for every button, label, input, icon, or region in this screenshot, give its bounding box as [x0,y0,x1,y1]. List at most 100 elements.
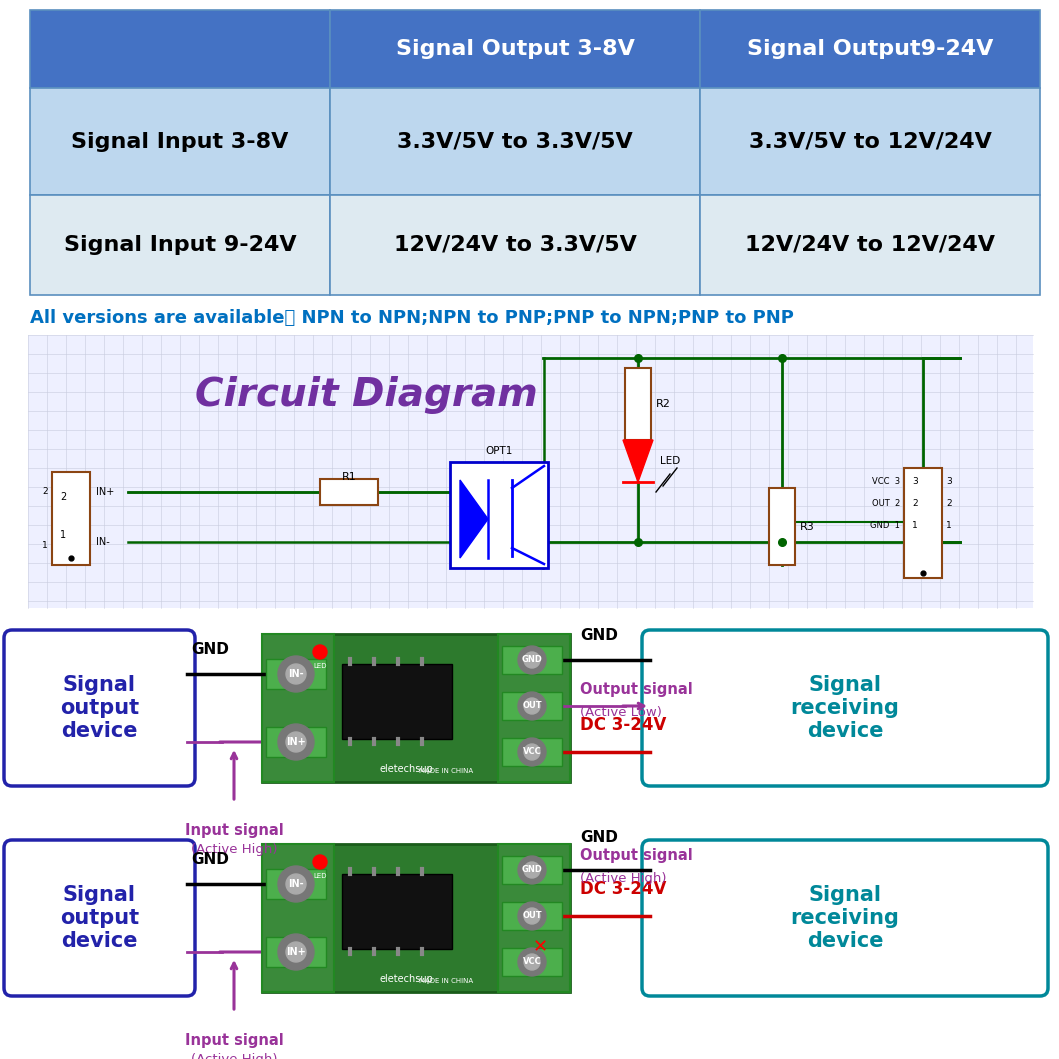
Text: DC 3-24V: DC 3-24V [580,880,666,898]
Text: 2: 2 [60,492,67,502]
Text: R1: R1 [342,472,357,482]
FancyBboxPatch shape [262,844,570,992]
FancyBboxPatch shape [320,479,378,505]
Text: OUT: OUT [522,701,542,711]
Text: GND: GND [191,642,229,657]
Text: Signal
receiving
device: Signal receiving device [791,675,899,741]
Circle shape [518,856,546,884]
Text: GND: GND [191,852,229,867]
FancyBboxPatch shape [262,634,334,782]
FancyBboxPatch shape [450,462,548,568]
FancyBboxPatch shape [904,468,943,578]
Text: 12V/24V to 3.3V/5V: 12V/24V to 3.3V/5V [394,235,636,255]
Text: Input signal: Input signal [184,1033,284,1048]
FancyBboxPatch shape [4,630,195,786]
Text: 3: 3 [946,478,952,486]
Text: OUT: OUT [522,912,542,920]
FancyBboxPatch shape [30,88,330,195]
Circle shape [279,656,315,692]
Text: MADE IN CHINA: MADE IN CHINA [419,768,473,774]
FancyBboxPatch shape [52,472,90,566]
Text: (Active High): (Active High) [191,1053,277,1059]
FancyBboxPatch shape [266,726,326,757]
Text: 3: 3 [912,478,918,486]
Text: IN-: IN- [288,879,304,889]
Circle shape [286,874,306,894]
Circle shape [279,724,315,760]
Text: Input signal: Input signal [184,823,284,838]
Text: 2: 2 [42,487,48,497]
Circle shape [279,934,315,970]
Text: LED: LED [313,663,327,669]
Text: VCC: VCC [523,957,541,967]
Text: R2: R2 [656,399,670,409]
Text: OUT  2: OUT 2 [872,499,900,507]
FancyBboxPatch shape [30,195,330,295]
Circle shape [286,664,306,684]
Circle shape [524,954,540,970]
FancyBboxPatch shape [330,88,700,195]
Circle shape [524,744,540,760]
Text: DC 3-24V: DC 3-24V [580,716,666,734]
FancyBboxPatch shape [502,948,562,976]
Text: LED: LED [660,456,680,466]
FancyBboxPatch shape [4,840,195,997]
Circle shape [313,645,327,659]
FancyBboxPatch shape [700,195,1040,295]
Text: (Active Low): (Active Low) [580,706,662,719]
Text: VCC: VCC [523,748,541,756]
FancyBboxPatch shape [498,634,570,782]
FancyBboxPatch shape [266,869,326,899]
Text: 12V/24V to 12V/24V: 12V/24V to 12V/24V [744,235,995,255]
FancyBboxPatch shape [502,692,562,720]
Circle shape [286,732,306,752]
Text: ✕: ✕ [533,938,548,956]
Circle shape [313,855,327,869]
Text: eletechsup: eletechsup [379,764,433,774]
Text: OPT1: OPT1 [485,446,513,456]
Text: IN-: IN- [96,537,110,548]
FancyBboxPatch shape [262,634,570,782]
Text: 1: 1 [946,521,952,530]
Text: IN+: IN+ [96,487,114,497]
FancyBboxPatch shape [342,874,452,949]
Text: Signal
receiving
device: Signal receiving device [791,885,899,951]
Text: All versions are available： NPN to NPN;NPN to PNP;PNP to NPN;PNP to PNP: All versions are available： NPN to NPN;N… [30,309,794,327]
FancyBboxPatch shape [498,844,570,992]
Text: IN-: IN- [288,669,304,679]
Text: 1: 1 [912,521,918,530]
Circle shape [518,948,546,976]
FancyBboxPatch shape [502,856,562,884]
FancyBboxPatch shape [266,937,326,967]
Circle shape [286,943,306,962]
Text: 3.3V/5V to 12V/24V: 3.3V/5V to 12V/24V [749,131,991,151]
Text: 1: 1 [42,540,48,550]
Text: GND: GND [522,656,542,664]
Text: (Active High): (Active High) [580,872,666,885]
FancyBboxPatch shape [502,646,562,674]
Text: 2: 2 [946,499,952,507]
Text: Output signal: Output signal [580,848,693,863]
FancyBboxPatch shape [700,10,1040,88]
Text: Signal
output
device: Signal output device [60,885,139,951]
Text: IN+: IN+ [286,737,306,747]
Text: VCC  3: VCC 3 [872,478,900,486]
Circle shape [524,862,540,878]
Circle shape [518,738,546,766]
Text: GND  1: GND 1 [870,521,900,530]
FancyBboxPatch shape [625,367,651,439]
Text: LED: LED [313,873,327,879]
Circle shape [524,908,540,925]
Circle shape [518,692,546,720]
FancyBboxPatch shape [769,488,795,566]
Text: Signal Input 3-8V: Signal Input 3-8V [71,131,289,151]
Text: Signal Output 3-8V: Signal Output 3-8V [396,39,634,59]
FancyBboxPatch shape [342,664,452,739]
FancyBboxPatch shape [502,738,562,766]
Text: 2: 2 [912,499,918,507]
Text: (Active High): (Active High) [191,843,277,856]
Circle shape [518,646,546,674]
Circle shape [524,652,540,668]
Text: GND: GND [580,628,617,643]
FancyBboxPatch shape [330,10,700,88]
